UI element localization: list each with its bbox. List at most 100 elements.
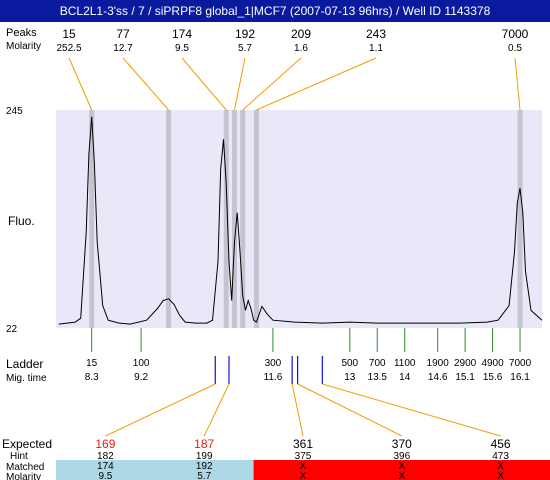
- expected-markers: [105, 356, 501, 437]
- peak-band-77: [166, 110, 172, 328]
- y-tick-245: 245: [6, 106, 23, 117]
- ladder-size-4900: 4900: [481, 358, 504, 369]
- ladder-time-500: 13: [344, 372, 356, 383]
- peak-size-174: 174: [172, 27, 192, 41]
- marker-connector-370: [297, 383, 403, 437]
- peak-molarity-7000: 0.5: [508, 43, 522, 54]
- ladder-time-15: 8.3: [85, 372, 99, 383]
- matched-value-370: X: [398, 461, 405, 472]
- y-axis-ticks: 245 22: [6, 106, 23, 335]
- peak-callout-174: [181, 57, 227, 111]
- peak-size-192: 192: [235, 27, 255, 41]
- peak-molarity-15: 252.5: [56, 43, 81, 54]
- matched-cell-187: [154, 460, 255, 480]
- matched-value-169: 174: [97, 461, 114, 472]
- chart-title: BCL2L1-3'ss / 7 / siPRPF8 global_1|MCF7 …: [0, 0, 550, 22]
- matched-value-187: 192: [196, 461, 213, 472]
- peak-molarity-209: 1.6: [294, 43, 308, 54]
- matched-molarity-361: X: [300, 471, 307, 480]
- peak-callout-209: [242, 57, 302, 111]
- molarity-label: Molarity: [6, 41, 41, 52]
- matched-value-456: X: [497, 461, 504, 472]
- expected-label: Expected: [2, 437, 52, 451]
- fluo-axis-label: Fluo.: [8, 214, 35, 228]
- matched-cell-456: [451, 460, 550, 480]
- marker-connector-456: [322, 383, 501, 437]
- matched-molarity-169: 9.5: [98, 471, 112, 480]
- peaks-label: Peaks: [6, 27, 37, 39]
- peak-band-174: [223, 110, 229, 328]
- ladder-label: Ladder: [6, 357, 43, 371]
- peak-band-243: [253, 110, 259, 328]
- ladder-time-1900: 14.6: [428, 372, 448, 383]
- expected-value-187: 187: [194, 437, 214, 451]
- peak-size-15: 15: [62, 27, 76, 41]
- y-tick-22: 22: [6, 324, 18, 335]
- ladder-time-7000: 16.1: [510, 372, 530, 383]
- peak-molarity-77: 12.7: [113, 43, 133, 54]
- ladder-time-100: 9.2: [134, 372, 148, 383]
- ladder-time-1100: 14: [399, 372, 411, 383]
- marker-connector-169: [105, 383, 216, 437]
- matched-molarity-370: X: [398, 471, 405, 480]
- peak-band-209: [240, 110, 246, 328]
- expected-value-169: 169: [95, 437, 115, 451]
- peak-molarity-192: 5.7: [238, 43, 252, 54]
- peak-bands: [89, 110, 523, 328]
- ladder-time-700: 13.5: [368, 372, 388, 383]
- ladder-size-1900: 1900: [427, 358, 450, 369]
- mig-time-label: Mig. time: [6, 373, 47, 384]
- peak-callouts: [68, 57, 521, 111]
- matched-cell-370: [352, 460, 452, 480]
- fluorescence-trace: [58, 116, 543, 325]
- ladder-size-15: 15: [86, 358, 98, 369]
- peak-molarity-174: 9.5: [175, 43, 189, 54]
- ladder-time-4900: 15.6: [483, 372, 503, 383]
- ladder-time-2900: 15.1: [455, 372, 475, 383]
- ladder-time-300: 11.6: [264, 372, 283, 383]
- expected-value-456: 456: [491, 437, 511, 451]
- hint-value-370: 396: [393, 451, 410, 462]
- marker-connector-187: [203, 383, 230, 437]
- peak-band-192: [231, 110, 237, 328]
- marker-connector-361: [291, 383, 304, 437]
- matching-table: 1691821749.51871991925.7361375XX370396XX…: [56, 437, 550, 480]
- electropherogram: Peaks Molarity Fluo. Ladder Mig. time Ex…: [2, 27, 550, 480]
- matched-label: Matched: [6, 462, 44, 473]
- peak-callout-15: [68, 57, 93, 111]
- hint-value-187: 199: [196, 451, 213, 462]
- peak-labels: 15 252.5 77 12.7 174 9.5 192 5.7 209 1.6 243 1.1 700…: [56, 27, 528, 54]
- expected-value-370: 370: [392, 437, 412, 451]
- peak-size-7000: 7000: [502, 27, 529, 41]
- peak-band-15: [89, 110, 95, 328]
- ladder-size-700: 700: [369, 358, 386, 369]
- ladder: 15 8.3 100 9.2 300 11.6 500 13 700 13.5 1100 14 1900…: [85, 328, 532, 383]
- ladder-size-300: 300: [265, 358, 282, 369]
- ladder-size-7000: 7000: [509, 358, 532, 369]
- peak-band-7000: [517, 110, 523, 328]
- peak-callout-77: [122, 57, 169, 111]
- peak-size-209: 209: [291, 27, 311, 41]
- ladder-size-2900: 2900: [454, 358, 477, 369]
- hint-value-361: 375: [295, 451, 312, 462]
- matched-molarity-label: Molarity: [6, 472, 41, 480]
- hint-label: Hint: [10, 451, 28, 462]
- hint-value-456: 473: [492, 451, 509, 462]
- peak-callout-192: [233, 57, 246, 111]
- matched-molarity-456: X: [497, 471, 504, 480]
- ladder-size-500: 500: [341, 358, 358, 369]
- plot-area: [56, 110, 542, 328]
- peak-molarity-243: 1.1: [369, 43, 383, 54]
- matched-value-361: X: [300, 461, 307, 472]
- peak-callout-7000: [514, 57, 521, 111]
- peak-size-243: 243: [366, 27, 386, 41]
- expected-value-361: 361: [293, 437, 313, 451]
- matched-cell-169: [56, 460, 156, 480]
- row-labels: Peaks Molarity Fluo. Ladder Mig. time Ex…: [2, 27, 52, 480]
- ladder-size-100: 100: [133, 358, 150, 369]
- ladder-size-1100: 1100: [394, 358, 416, 369]
- peak-size-77: 77: [116, 27, 130, 41]
- matched-cell-361: [253, 460, 353, 480]
- peak-callout-243: [256, 57, 377, 111]
- hint-value-169: 182: [97, 451, 114, 462]
